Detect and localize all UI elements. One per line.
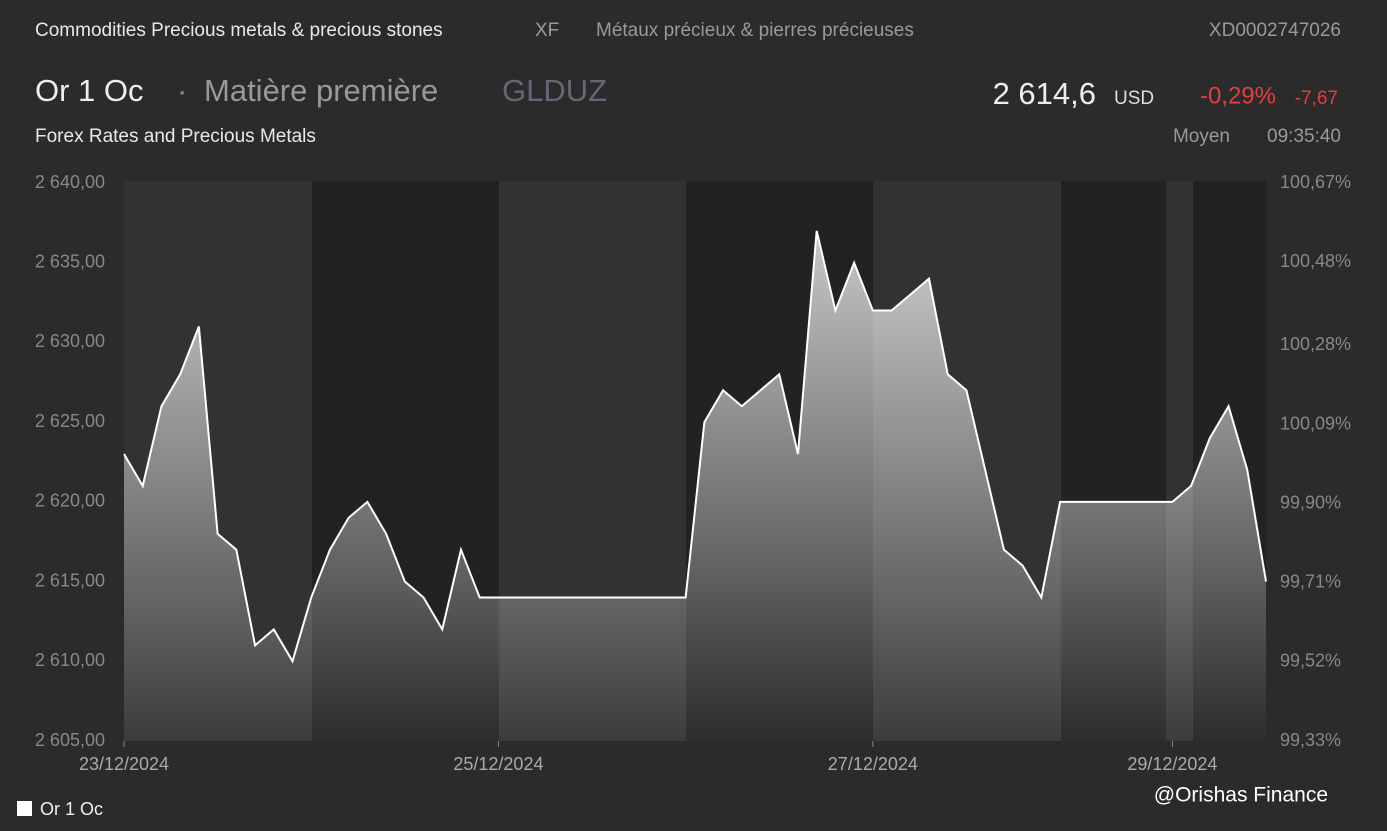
- kind: Matière première: [204, 73, 438, 108]
- x-tick-label: 25/12/2024: [453, 754, 543, 774]
- y2-tick-label: 100,28%: [1280, 334, 1351, 354]
- category: Commodities Precious metals & precious s…: [35, 20, 443, 41]
- y-tick-label: 2 605,00: [35, 730, 105, 750]
- y2-tick-label: 99,33%: [1280, 730, 1341, 750]
- name: Or 1 Oc: [35, 73, 144, 108]
- y-tick-label: 2 630,00: [35, 331, 105, 351]
- y-tick-label: 2 635,00: [35, 251, 105, 271]
- y-tick-label: 2 615,00: [35, 570, 105, 590]
- y2-tick-label: 99,90%: [1280, 492, 1341, 512]
- separator: ·: [177, 73, 187, 108]
- legend-label: Or 1 Oc: [40, 799, 103, 819]
- change: -7,67: [1295, 88, 1338, 109]
- y-tick-label: 2 620,00: [35, 491, 105, 511]
- line: [123, 230, 1267, 664]
- y2-tick-label: 100,09%: [1280, 413, 1351, 433]
- y2-tick-label: 99,52%: [1280, 651, 1341, 671]
- y-tick-label: 2 610,00: [35, 650, 105, 670]
- legend-swatch: [17, 801, 32, 816]
- watermark: @Orishas Finance: [1154, 784, 1328, 807]
- x-tick-label: 29/12/2024: [1127, 754, 1217, 774]
- time: 09:35:40: [1267, 126, 1341, 147]
- quote-type: Moyen: [1173, 126, 1230, 147]
- y2-tick-label: 99,71%: [1280, 572, 1341, 592]
- ticker: GLDUZ: [502, 73, 607, 108]
- y-tick-label: 2 625,00: [35, 411, 105, 431]
- y-tick-label: 2 640,00: [35, 172, 105, 192]
- currency: USD: [1114, 88, 1154, 109]
- price: 2 614,6: [993, 76, 1096, 111]
- x-tick-label: 23/12/2024: [79, 754, 169, 774]
- y2-tick-label: 100,67%: [1280, 172, 1351, 192]
- change-pct: -0,29%: [1200, 82, 1276, 109]
- y2-tick-label: 100,48%: [1280, 251, 1351, 271]
- exchange: XF: [535, 20, 559, 41]
- isin: XD0002747026: [1209, 20, 1341, 41]
- x-tick-label: 27/12/2024: [828, 754, 918, 774]
- category-fr: Métaux précieux & pierres précieuses: [596, 20, 914, 41]
- source: Forex Rates and Precious Metals: [35, 126, 316, 147]
- area-fill: [124, 230, 1266, 742]
